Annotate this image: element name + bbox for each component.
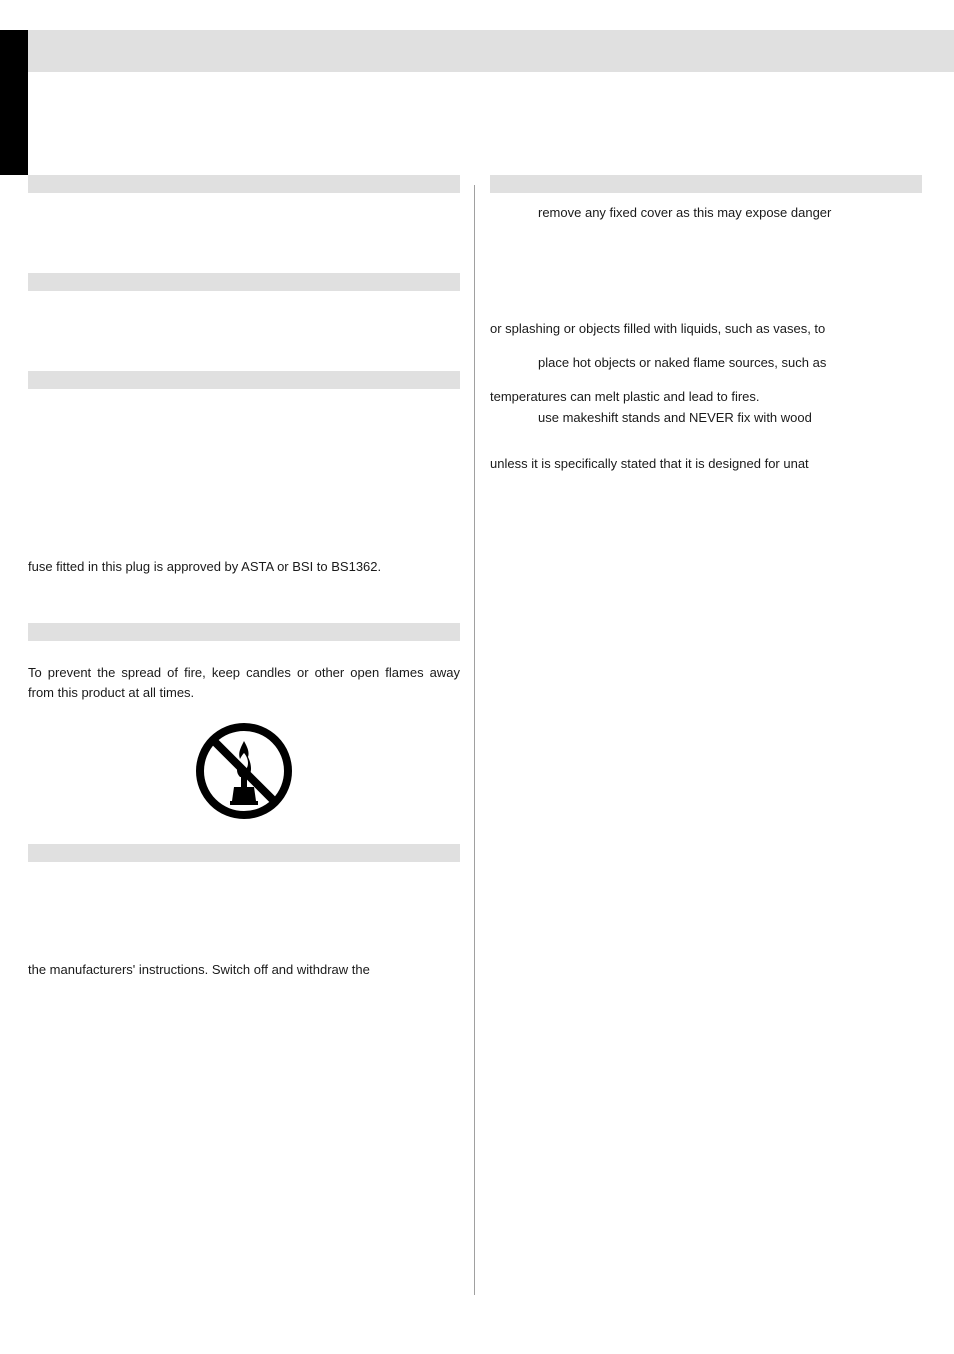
section-header bbox=[28, 371, 460, 389]
fuse-text: fuse fitted in this plug is approved by … bbox=[28, 557, 460, 577]
unattended-text: unless it is specifically stated that it… bbox=[490, 454, 922, 474]
column-divider bbox=[474, 185, 475, 1295]
hot-objects-text: place hot objects or naked flame sources… bbox=[490, 353, 922, 373]
fire-warning-text: To prevent the spread of fire, keep cand… bbox=[28, 663, 460, 703]
section-header bbox=[28, 623, 460, 641]
temperature-text: temperatures can melt plastic and lead t… bbox=[490, 387, 922, 407]
top-header-bar bbox=[28, 30, 954, 72]
instructions-text: the manufacturers' instructions. Switch … bbox=[28, 960, 460, 980]
no-open-flame-icon bbox=[194, 808, 294, 825]
section-header bbox=[28, 273, 460, 291]
section-header bbox=[490, 175, 922, 193]
no-flame-icon-wrap bbox=[28, 721, 460, 826]
section-header bbox=[28, 175, 460, 193]
right-column: remove any fixed cover as this may expos… bbox=[490, 175, 922, 474]
stands-text: use makeshift stands and NEVER fix with … bbox=[490, 408, 922, 428]
side-tab bbox=[0, 30, 28, 175]
cover-text: remove any fixed cover as this may expos… bbox=[490, 203, 922, 223]
left-column: fuse fitted in this plug is approved by … bbox=[28, 175, 460, 981]
splash-text: or splashing or objects filled with liqu… bbox=[490, 319, 922, 339]
section-header bbox=[28, 844, 460, 862]
